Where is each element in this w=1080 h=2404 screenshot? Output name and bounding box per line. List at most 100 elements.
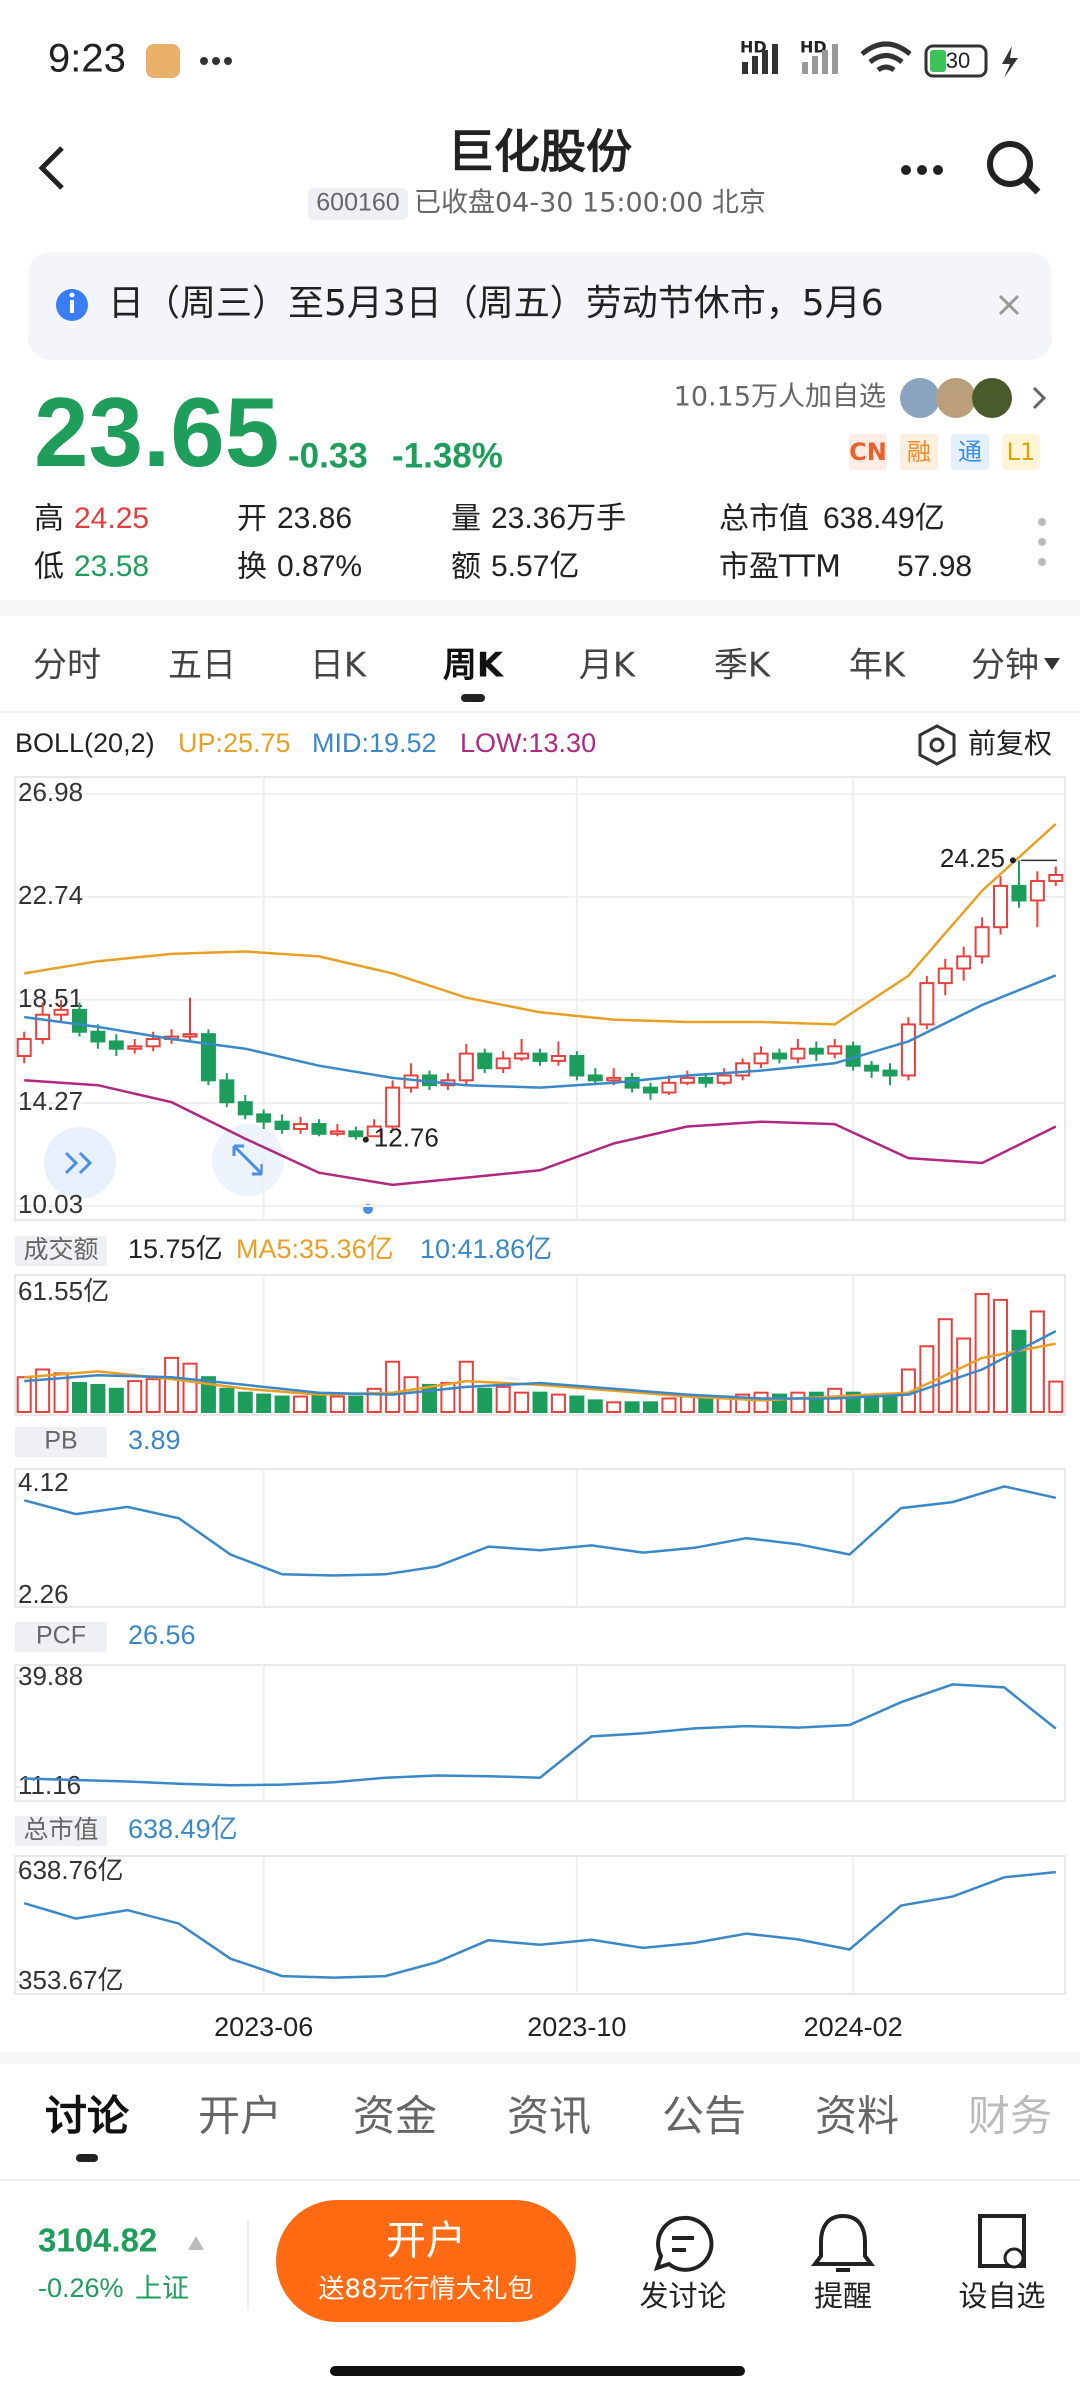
x-tick-label: 2023-06 (214, 2012, 313, 2042)
period-tab[interactable]: 五日 (168, 646, 236, 686)
notice-close[interactable] (998, 294, 1020, 316)
candle-body (366, 1125, 382, 1138)
alert-icon[interactable] (811, 2213, 875, 2272)
period-tab[interactable]: 年K (849, 646, 907, 686)
candle-body (643, 1086, 659, 1094)
section-tab[interactable]: 讨论 (45, 2092, 130, 2141)
candle-body (90, 1030, 106, 1043)
candle-body (477, 1052, 493, 1070)
stats-more[interactable] (1038, 518, 1046, 566)
candle-body (827, 1045, 843, 1055)
line (23, 822, 1057, 1026)
badge: 通 (958, 438, 982, 466)
candle-body (127, 1045, 143, 1050)
candle-body (808, 1047, 824, 1055)
expand-icon[interactable] (64, 1151, 93, 1175)
volume-bar (808, 1391, 824, 1414)
open-account-button[interactable] (276, 2200, 576, 2322)
stat-value: 23.58 (74, 550, 149, 583)
battery-level (930, 50, 946, 72)
candle-body (403, 1074, 419, 1089)
candle-body (864, 1064, 880, 1072)
more-button[interactable] (901, 165, 943, 175)
candle-body (532, 1052, 548, 1062)
section-tab[interactable]: 开户 (198, 2092, 282, 2141)
action-label[interactable]: 发讨论 (639, 2279, 726, 2313)
section-tab[interactable]: 资料 (815, 2092, 899, 2141)
volume-title: 成交额 (23, 1235, 98, 1264)
line (24, 1683, 1057, 1787)
watch-icon[interactable] (978, 2214, 1026, 2268)
avatar (900, 378, 940, 418)
line (23, 1485, 1057, 1577)
label-box (15, 1427, 107, 1457)
adjust-label[interactable]: 前复权 (968, 727, 1052, 760)
candle-body (753, 1052, 769, 1065)
volume-bar (164, 1356, 180, 1413)
price-change: -0.33 (288, 436, 368, 475)
stat-value: 0.87% (277, 550, 362, 583)
adjust-icon[interactable] (918, 724, 956, 766)
button-sub[interactable]: 送88元行情大礼包 (318, 2275, 533, 2305)
index-change: -0.26% (38, 2273, 124, 2303)
period-tab[interactable]: 日K (310, 646, 368, 686)
zoom-icon[interactable] (232, 1144, 264, 1176)
volume-bar (495, 1385, 511, 1414)
period-tab[interactable]: 周K (443, 646, 505, 686)
stat-value: 57.98 (897, 550, 972, 583)
label-box (15, 1622, 107, 1652)
label-box (15, 1816, 107, 1846)
candle-body (661, 1081, 677, 1094)
candle-body (237, 1101, 253, 1116)
period-tab[interactable]: 分时 (33, 646, 101, 686)
volume-bar (1048, 1380, 1064, 1414)
expand-button[interactable] (44, 1127, 116, 1199)
pcf-current: 26.56 (128, 1620, 196, 1650)
candle-body (679, 1076, 695, 1084)
candle-body (458, 1052, 474, 1082)
volume-bar (108, 1387, 124, 1413)
watch-icon[interactable] (1003, 2247, 1025, 2269)
badge-bg (1002, 434, 1040, 470)
period-tab[interactable]: 分钟 (971, 646, 1039, 686)
y-tick-label: 2.26 (18, 1579, 69, 1609)
line (24, 1079, 1057, 1187)
section-tab[interactable]: 资金 (353, 2092, 437, 2141)
search-button[interactable] (987, 141, 1041, 195)
section-tab[interactable]: 财务 (968, 2092, 1052, 2141)
tab-dropdown[interactable] (1044, 658, 1060, 670)
period-tab[interactable]: 月K (579, 646, 637, 686)
discuss-icon[interactable] (653, 2215, 714, 2272)
button-label[interactable]: 开户 (386, 2218, 466, 2264)
volume-bar (274, 1395, 290, 1414)
info-icon-mark (70, 300, 74, 313)
x-tick-label: 2023-10 (527, 2012, 626, 2042)
avatar (972, 378, 1012, 418)
candle-body (311, 1123, 327, 1135)
legend-ma10: 10:41.86亿 (420, 1234, 552, 1264)
volume-bar (624, 1401, 640, 1413)
volume-bar (679, 1395, 695, 1414)
high-annotation: 24.25 (940, 843, 1005, 873)
period-tab[interactable]: 季K (714, 646, 772, 686)
back-button[interactable] (38, 146, 64, 190)
home-indicator (330, 2366, 745, 2376)
volume-bar (643, 1401, 659, 1413)
action-label[interactable]: 提醒 (814, 2279, 872, 2313)
section-tab[interactable]: 资讯 (507, 2092, 591, 2141)
candle-body (385, 1086, 401, 1128)
volume-bar (219, 1387, 235, 1413)
candle-body (71, 1008, 87, 1033)
line (24, 974, 1057, 1089)
action-label[interactable]: 设自选 (958, 2279, 1045, 2313)
stat-label: 开 (237, 502, 267, 537)
followers-arrow[interactable] (1032, 386, 1047, 410)
y-tick-label: 11.16 (18, 1770, 81, 1800)
volume-bar (256, 1393, 272, 1413)
volume-bar (974, 1293, 990, 1413)
section-tab[interactable]: 公告 (662, 2092, 746, 2141)
candle-body (256, 1113, 272, 1123)
adjust-icon[interactable] (929, 737, 945, 753)
badge: CN (849, 438, 887, 466)
